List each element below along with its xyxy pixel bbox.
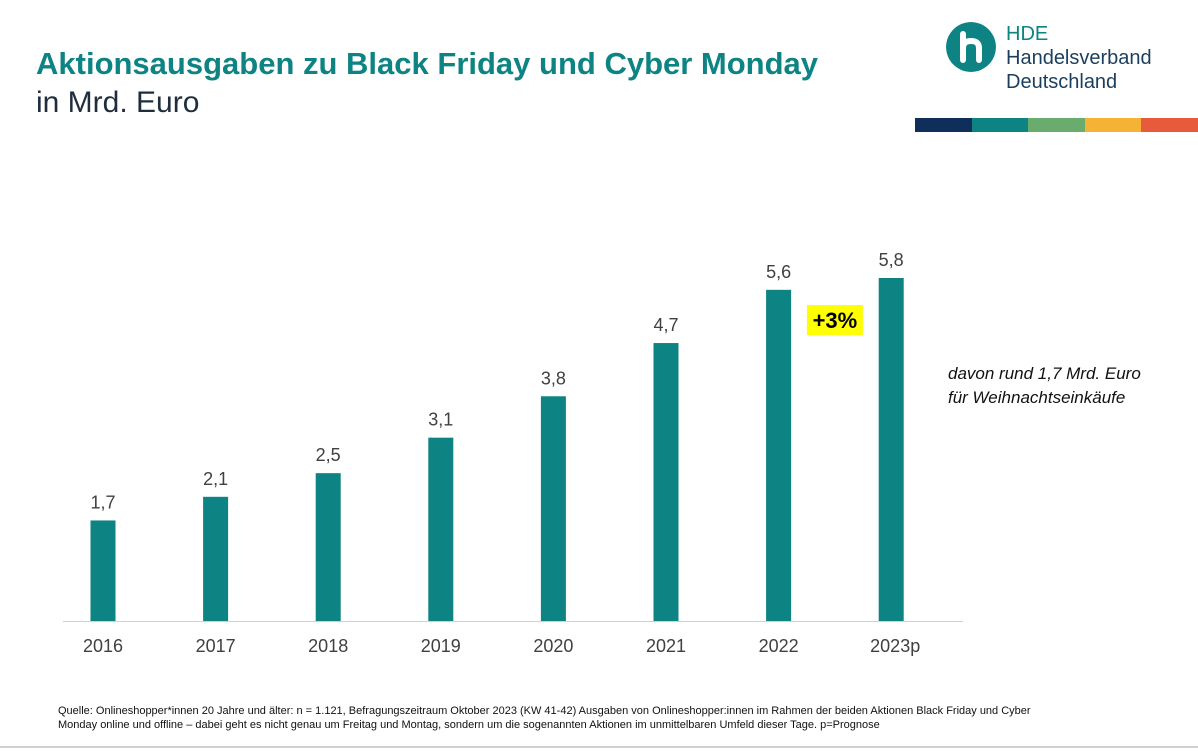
hde-logo: HDE Handelsverband Deutschland [946, 22, 1186, 102]
note-line1: davon rund 1,7 Mrd. Euro [948, 364, 1141, 383]
x-tick-2019: 2019 [421, 636, 461, 656]
x-tick-2021: 2021 [646, 636, 686, 656]
stripe-green [1028, 118, 1085, 132]
value-label-2023p: 5,8 [879, 250, 904, 270]
stripe-navy [915, 118, 972, 132]
x-tick-2016: 2016 [83, 636, 123, 656]
stripe-red [1141, 118, 1198, 132]
logo-text: HDE Handelsverband Deutschland [1006, 22, 1152, 94]
logo-abbr: HDE [1006, 23, 1049, 45]
value-label-2018: 2,5 [316, 445, 341, 465]
annotation-highlight [806, 305, 863, 335]
hde-logo-icon [946, 22, 996, 72]
bar-2021 [653, 343, 679, 621]
logo-line1: Handelsverband [1006, 47, 1152, 69]
bar-2018 [315, 473, 341, 621]
bar-2019 [428, 437, 454, 621]
bar-2022 [766, 289, 792, 621]
page-title: Aktionsausgaben zu Black Friday und Cybe… [36, 46, 819, 81]
value-label-2019: 3,1 [428, 410, 453, 430]
brand-stripes [915, 118, 1198, 132]
bar-2023p [878, 278, 904, 621]
value-label-2016: 1,7 [90, 492, 115, 512]
growth-annotation: +3% [806, 305, 863, 335]
x-tick-2023p: 2023p [870, 636, 920, 656]
stripe-teal [971, 118, 1029, 132]
x-tick-2020: 2020 [533, 636, 573, 656]
value-label-2017: 2,1 [203, 469, 228, 489]
value-label-2020: 3,8 [541, 368, 566, 388]
bar-2016 [90, 520, 116, 621]
page-subtitle: in Mrd. Euro [36, 86, 200, 119]
stripe-yellow [1084, 118, 1142, 132]
bar-2017 [203, 496, 229, 621]
x-tick-2017: 2017 [196, 636, 236, 656]
logo-line2: Deutschland [1006, 71, 1118, 93]
note-line2: für Weihnachtseinkäufe [948, 388, 1126, 407]
annotation-text: +3% [813, 308, 858, 333]
value-label-2022: 5,6 [766, 262, 791, 282]
x-tick-2018: 2018 [308, 636, 348, 656]
value-label-2021: 4,7 [653, 315, 678, 335]
source-footnote: Quelle: Onlineshopper*innen 20 Jahre und… [58, 705, 1031, 731]
x-tick-2022: 2022 [759, 636, 799, 656]
footer-divider [0, 746, 1198, 748]
bar-2020 [540, 396, 566, 621]
christmas-note: davon rund 1,7 Mrd. Euro für Weihnachtse… [948, 362, 1141, 410]
